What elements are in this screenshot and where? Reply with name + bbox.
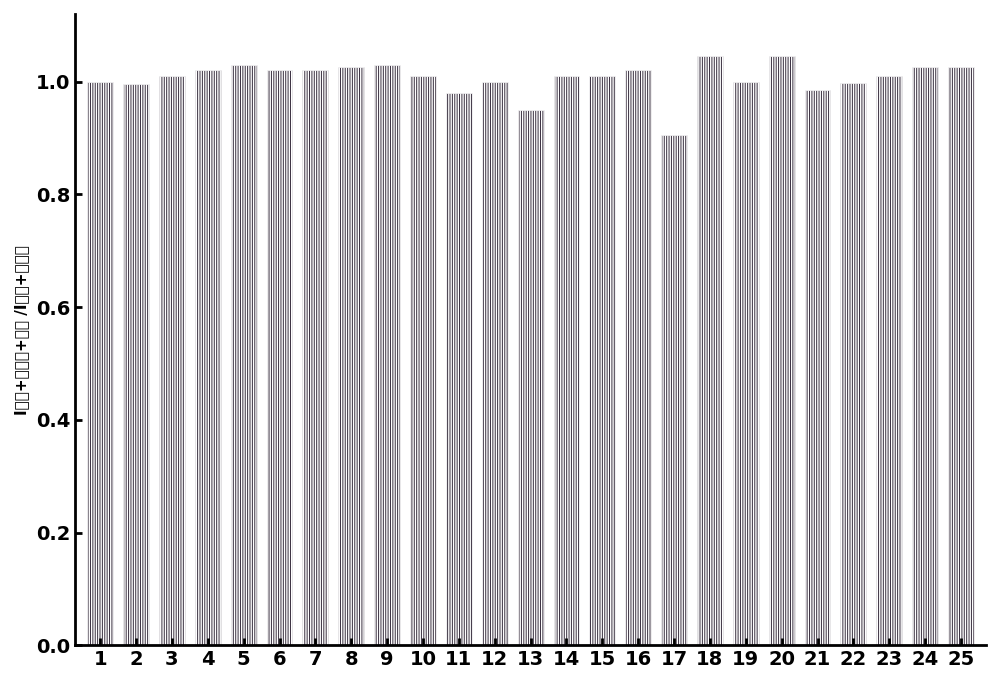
Bar: [302, 70, 328, 645]
Bar: [697, 56, 723, 645]
Bar: [912, 68, 938, 645]
Bar: [876, 76, 902, 645]
Bar: [87, 81, 113, 645]
Bar: [733, 81, 759, 645]
Bar: [267, 70, 292, 645]
Bar: [589, 76, 615, 645]
Bar: [159, 76, 185, 645]
Bar: [948, 68, 974, 645]
Bar: [661, 135, 687, 645]
Bar: [805, 90, 830, 645]
Bar: [195, 70, 221, 645]
Bar: [554, 76, 579, 645]
Y-axis label: I探针+苯硫酚+其他 /I探针+苯硫酚: I探针+苯硫酚+其他 /I探针+苯硫酚: [14, 245, 29, 415]
Bar: [231, 65, 257, 645]
Bar: [840, 83, 866, 645]
Bar: [482, 81, 508, 645]
Bar: [123, 85, 149, 645]
Bar: [769, 56, 795, 645]
Bar: [374, 65, 400, 645]
Bar: [338, 68, 364, 645]
Bar: [410, 76, 436, 645]
Bar: [625, 70, 651, 645]
Bar: [446, 93, 472, 645]
Bar: [518, 110, 544, 645]
